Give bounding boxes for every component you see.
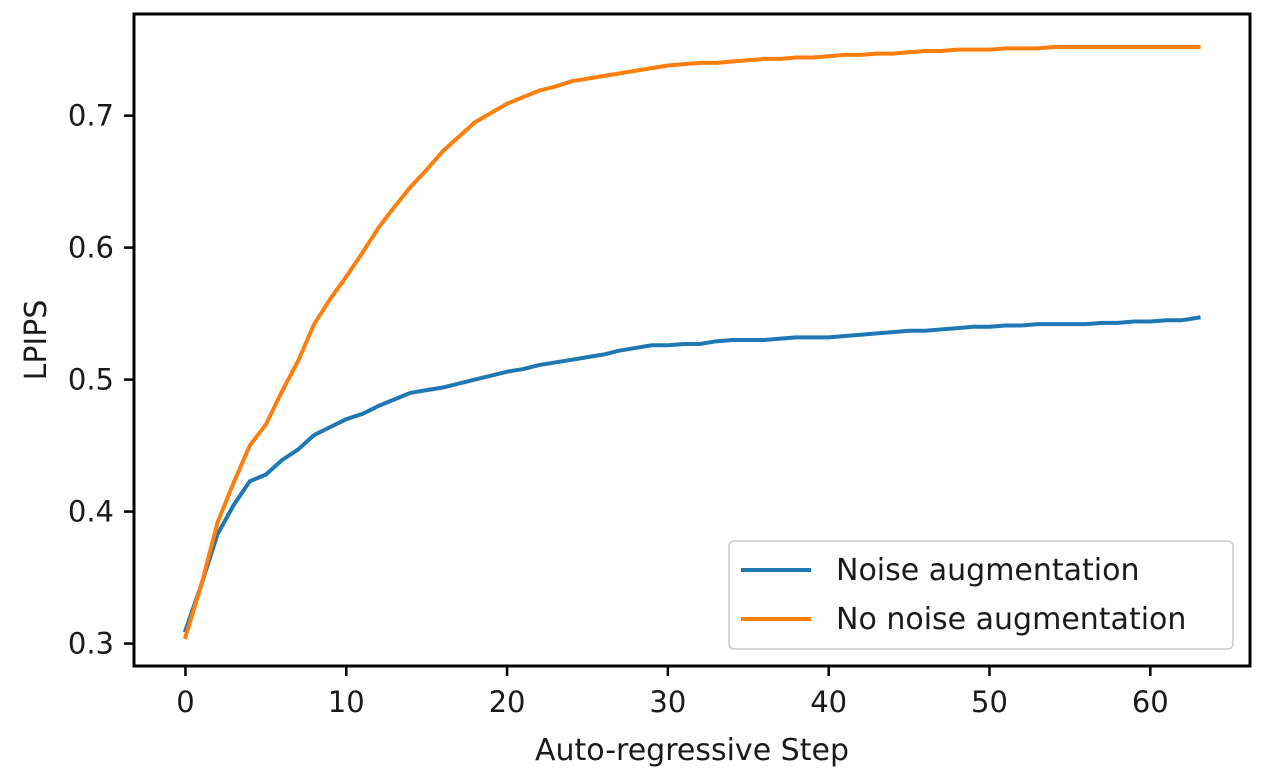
x-tick-label: 50 [971, 685, 1008, 719]
y-tick-label: 0.6 [68, 231, 114, 265]
series-layer [182, 45, 1201, 640]
legend-box [728, 540, 1234, 650]
y-tick-label: 0.5 [68, 363, 114, 397]
x-tick-label: 10 [328, 685, 365, 719]
x-tick-label: 60 [1132, 685, 1169, 719]
x-tick-label: 0 [176, 685, 194, 719]
y-axis: 0.3 0.4 0.5 0.6 0.7 [68, 99, 134, 661]
plot-frame [132, 12, 1252, 668]
legend: Noise augmentation No noise augmentation [728, 540, 1234, 650]
series-line-noise-augmentation [182, 315, 1201, 633]
x-tick-label: 40 [810, 685, 847, 719]
x-axis: 0 10 20 30 40 50 60 [176, 666, 1169, 719]
x-tick-label: 30 [649, 685, 686, 719]
x-tick-label: 20 [489, 685, 526, 719]
y-tick-label: 0.3 [68, 627, 114, 661]
x-axis-label: Auto-regressive Step [535, 733, 849, 768]
legend-label-noise-augmentation: Noise augmentation [836, 553, 1140, 588]
y-tick-label: 0.7 [68, 99, 114, 133]
y-axis-label: LPIPS [19, 300, 54, 381]
y-tick-label: 0.4 [68, 495, 114, 529]
series-line-no-noise-augmentation [182, 45, 1201, 640]
legend-label-no-noise-augmentation: No noise augmentation [836, 602, 1186, 637]
